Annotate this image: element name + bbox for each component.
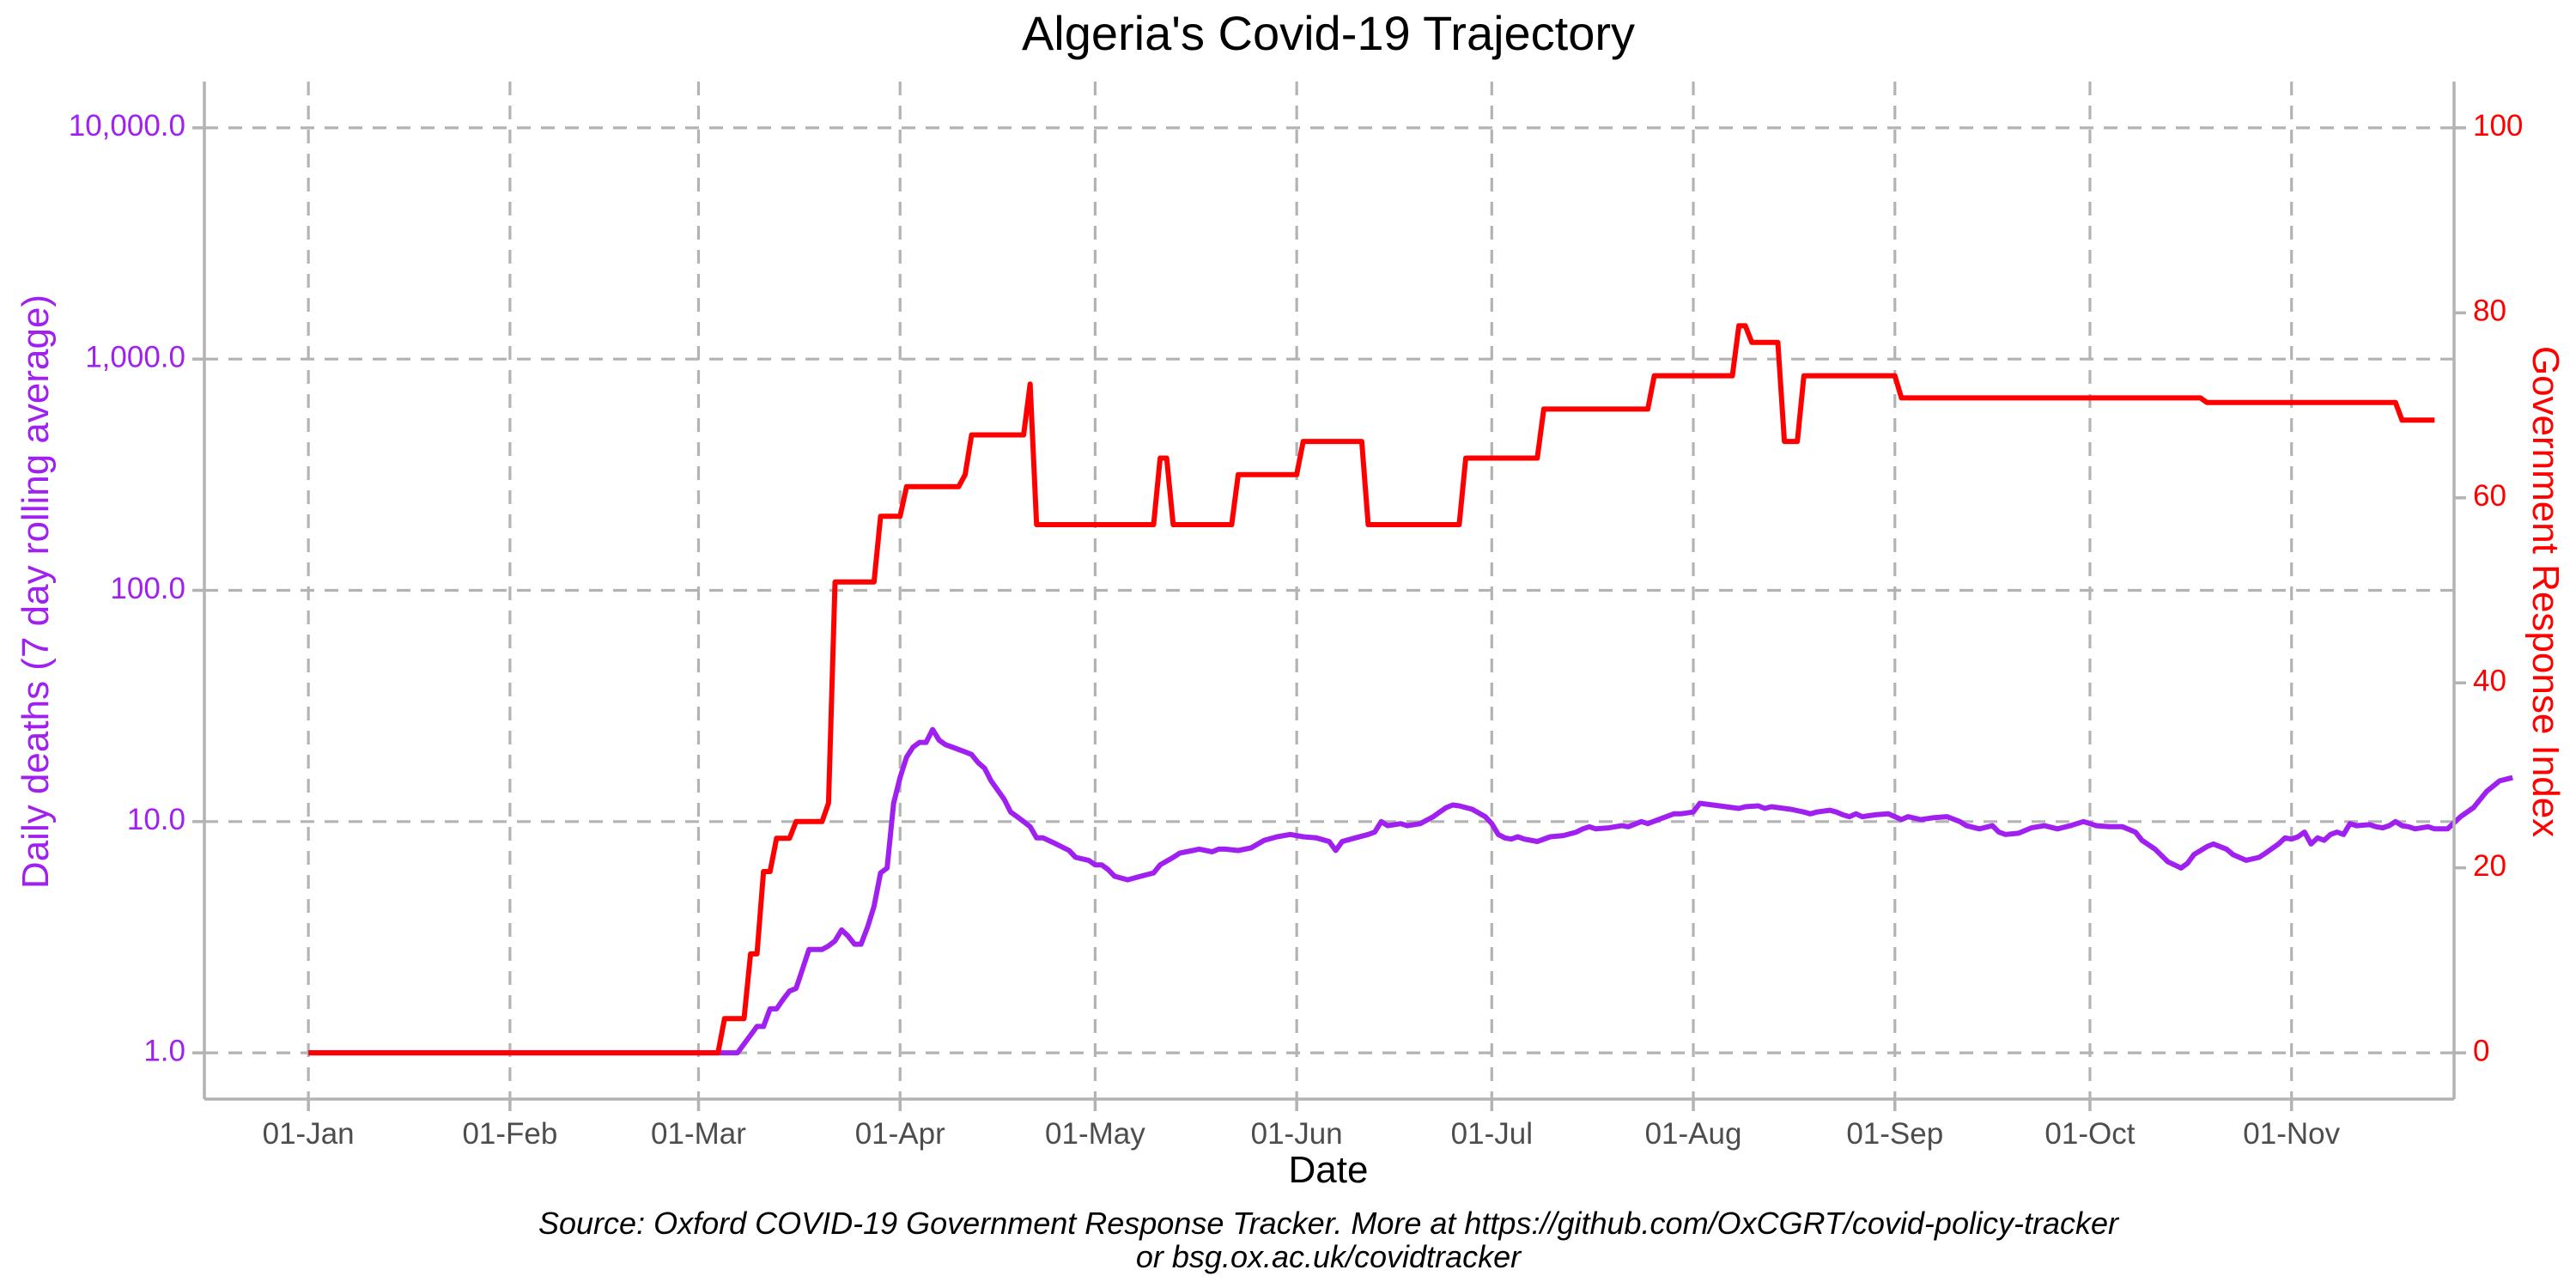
y-tick-label-right: 60 [2473,479,2506,513]
y-tick-label-right: 80 [2473,295,2506,328]
y-tick-label-left: 1.0 [143,1034,185,1067]
x-tick-label: 01-May [1045,1117,1145,1151]
y-tick-label-left: 100.0 [110,572,185,605]
x-tick-label: 01-Aug [1645,1117,1742,1151]
x-tick-label: 01-Feb [462,1117,557,1151]
x-tick-label: 01-Oct [2044,1117,2135,1151]
grid [204,82,2454,1099]
axes: 01-Jan 01-Feb 01-Mar 01-Apr 01-May 01-Jun 01-J… [69,82,2523,1151]
x-tick-label: 01-Jul [1451,1117,1533,1151]
y-tick-label-right: 20 [2473,849,2506,883]
x-tick-label: 01-Mar [651,1117,746,1151]
daily-deaths-line [308,726,2513,1056]
x-tick-label: 01-Apr [855,1117,945,1151]
x-tick-label: 01-Sep [1846,1117,1943,1151]
x-tick-label: 01-Jan [263,1117,355,1151]
x-tick-label: 01-Jun [1251,1117,1343,1151]
source-caption-line1: Source: Oxford COVID-19 Government Respo… [538,1206,2120,1241]
y-tick-label-right: 100 [2473,109,2523,143]
y-tick-label-left: 10.0 [127,803,185,836]
x-tick-label: 01-Nov [2243,1117,2340,1151]
government-response-line [308,323,2435,1056]
series [308,323,2513,1056]
y-tick-label-right: 0 [2473,1034,2489,1067]
y-axis-label-left: Daily deaths (7 day rolling average) [15,295,57,889]
y-tick-label-right: 40 [2473,664,2506,697]
x-axis-label: Date [1289,1149,1369,1191]
y-axis-label-right: Government Response Index [2524,346,2567,837]
y-tick-label-left: 1,000.0 [85,340,185,374]
y-tick-label-left: 10,000.0 [69,109,185,143]
source-caption-line2: or bsg.ox.ac.uk/covidtracker [1136,1239,1522,1274]
chart-title: Algeria's Covid-19 Trajectory [1022,6,1635,60]
